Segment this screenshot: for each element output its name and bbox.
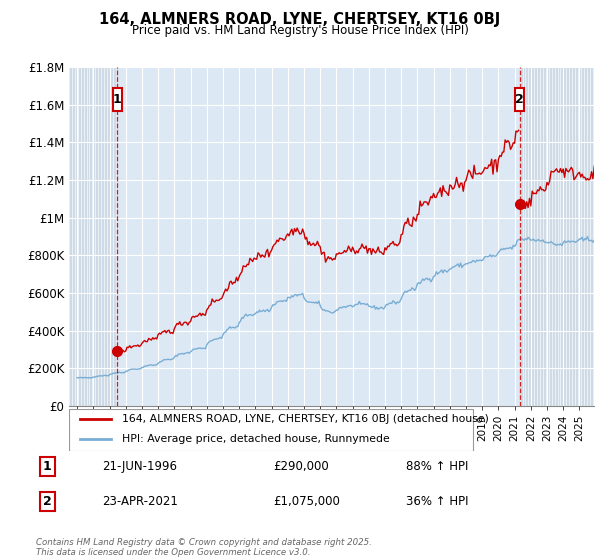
Text: 36% ↑ HPI: 36% ↑ HPI <box>406 494 469 508</box>
Text: Contains HM Land Registry data © Crown copyright and database right 2025.
This d: Contains HM Land Registry data © Crown c… <box>36 538 372 557</box>
Text: £290,000: £290,000 <box>274 460 329 473</box>
Text: 88% ↑ HPI: 88% ↑ HPI <box>406 460 468 473</box>
Text: 2: 2 <box>515 93 524 106</box>
Bar <box>69 67 117 406</box>
Text: £1,075,000: £1,075,000 <box>274 494 340 508</box>
Text: 1: 1 <box>113 93 121 106</box>
Text: HPI: Average price, detached house, Runnymede: HPI: Average price, detached house, Runn… <box>121 434 389 444</box>
Text: 21-JUN-1996: 21-JUN-1996 <box>102 460 177 473</box>
Text: Price paid vs. HM Land Registry's House Price Index (HPI): Price paid vs. HM Land Registry's House … <box>131 24 469 36</box>
Text: 23-APR-2021: 23-APR-2021 <box>102 494 178 508</box>
FancyBboxPatch shape <box>69 409 473 451</box>
Text: 164, ALMNERS ROAD, LYNE, CHERTSEY, KT16 0BJ (detached house): 164, ALMNERS ROAD, LYNE, CHERTSEY, KT16 … <box>121 414 488 424</box>
Text: 1: 1 <box>43 460 52 473</box>
Text: 164, ALMNERS ROAD, LYNE, CHERTSEY, KT16 0BJ: 164, ALMNERS ROAD, LYNE, CHERTSEY, KT16 … <box>100 12 500 27</box>
Bar <box>520 67 594 406</box>
Text: 2: 2 <box>43 494 52 508</box>
FancyBboxPatch shape <box>515 87 524 111</box>
FancyBboxPatch shape <box>113 87 122 111</box>
